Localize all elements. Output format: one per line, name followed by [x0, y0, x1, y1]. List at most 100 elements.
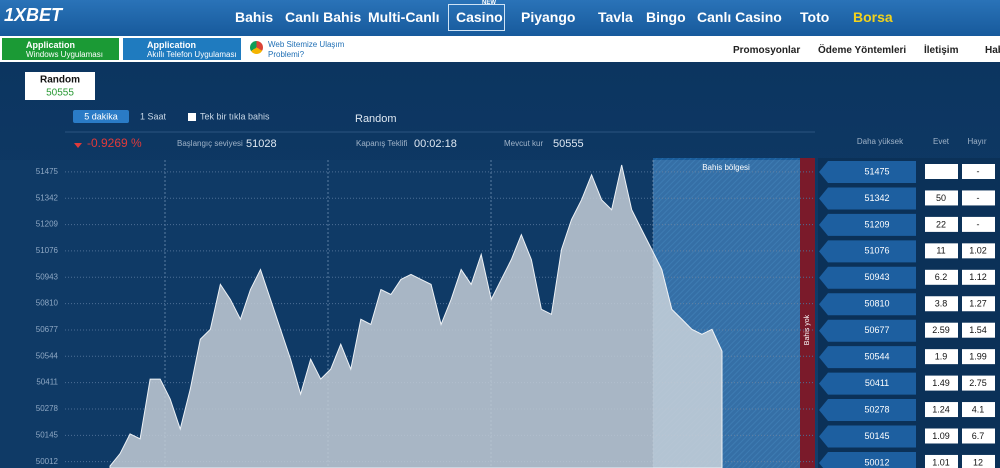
yes-odds[interactable]: 1.49 [932, 378, 950, 388]
table-header: Daha yüksek [857, 137, 904, 146]
y-tick-label: 51342 [36, 193, 59, 202]
no-cell [962, 216, 995, 232]
level-cell [819, 213, 916, 236]
nav-item[interactable]: Toto [800, 9, 830, 25]
yes-odds[interactable]: 3.8 [935, 299, 948, 309]
change: -0.9269 % [87, 136, 142, 150]
nav-item[interactable]: Bingo [646, 9, 686, 25]
level-cell [819, 425, 916, 448]
stat-label: Başlangıç seviyesi [177, 139, 243, 148]
price-area [109, 164, 723, 468]
no-cell [962, 243, 995, 259]
level: 51342 [864, 193, 889, 203]
no-odds[interactable]: - [977, 166, 980, 176]
no-odds[interactable]: - [977, 219, 980, 229]
no-odds[interactable]: 1.27 [969, 299, 987, 309]
no-cell [962, 164, 995, 179]
level: 51209 [864, 219, 889, 229]
y-tick-label: 51475 [36, 167, 59, 176]
yes-odds[interactable]: 22 [936, 219, 946, 229]
no-cell [962, 454, 995, 468]
level-cell [819, 240, 916, 263]
yes-odds[interactable]: 1.24 [932, 404, 950, 414]
no-odds[interactable]: 6.7 [972, 431, 985, 441]
y-tick-label: 50544 [36, 351, 59, 360]
bet-zone-overlay [653, 160, 800, 468]
level-cell [819, 346, 916, 369]
nav-item[interactable]: Canlı Casino [697, 9, 782, 25]
level-cell [819, 399, 916, 422]
no-cell [962, 322, 995, 338]
no-cell [962, 428, 995, 444]
yes-odds[interactable]: 11 [936, 246, 945, 256]
asset-tab[interactable] [25, 72, 95, 100]
level-cell [819, 319, 916, 342]
sub-bar: Application Windows Uygulaması Applicatio… [0, 36, 1000, 63]
no-cell [962, 349, 995, 365]
y-tick-label: 50810 [36, 299, 59, 308]
no-odds[interactable]: 12 [973, 457, 983, 467]
no-odds[interactable]: - [977, 193, 980, 203]
nav-item[interactable]: Tavla [598, 9, 633, 25]
level: 50411 [865, 378, 889, 388]
checkbox[interactable] [188, 113, 196, 121]
y-tick-label: 51209 [36, 220, 59, 229]
yes-cell [925, 402, 958, 418]
no-bet-label: Bahis yok [804, 314, 811, 345]
no-cell [962, 402, 995, 418]
nav-item[interactable]: Piyango [521, 9, 576, 25]
yes-cell [925, 349, 958, 365]
stat-label: Mevcut kur [504, 139, 543, 148]
y-tick-label: 51076 [36, 246, 59, 255]
app-title: Application [147, 40, 196, 50]
no-odds[interactable]: 2.75 [969, 378, 987, 388]
y-tick-label: 50677 [36, 325, 59, 334]
no-cell [962, 190, 995, 206]
app-button[interactable]: Application Windows Uygulaması [2, 38, 119, 60]
yes-odds[interactable]: 1.01 [932, 457, 950, 467]
period-button[interactable] [73, 110, 129, 123]
sub-link[interactable]: Ödeme Yöntemleri [818, 45, 907, 56]
sub-link[interactable]: Hab [985, 45, 1000, 56]
nav-item[interactable]: Canlı Bahis [285, 9, 362, 25]
yes-odds[interactable]: 1.9 [935, 352, 948, 362]
no-odds[interactable]: 4.1 [972, 404, 985, 414]
logo[interactable]: 1XBET [4, 5, 63, 25]
sub-link[interactable]: Promosyonlar [733, 45, 801, 56]
zone-label: Bahis bölgesi [702, 163, 750, 172]
y-tick-label: 50278 [36, 404, 59, 413]
nav-item[interactable]: Borsa [853, 9, 893, 25]
level: 50012 [864, 457, 889, 467]
sub-link[interactable]: İletişim [924, 45, 959, 56]
y-tick-label: 50411 [36, 378, 58, 387]
table-header: Hayır [967, 137, 986, 146]
yes-odds[interactable]: 6.2 [935, 272, 948, 282]
stat-label: Kapanış Teklifi [356, 139, 408, 148]
nav-item[interactable]: Casino [456, 9, 503, 25]
new-badge: NEW [482, 0, 496, 6]
level-cell [819, 187, 916, 210]
no-odds[interactable]: 1.54 [969, 325, 987, 335]
no-cell [962, 296, 995, 312]
yes-odds[interactable]: 50 [936, 193, 946, 203]
y-tick-label: 50145 [36, 430, 59, 439]
yes-cell [925, 243, 958, 259]
nav-item[interactable]: Bahis [235, 9, 274, 25]
y-tick-label: 50012 [36, 457, 59, 466]
level-cell [819, 451, 916, 468]
yes-cell [925, 216, 958, 232]
no-cell [962, 375, 995, 391]
yes-odds[interactable]: 2.59 [932, 325, 950, 335]
help-link[interactable]: Web Sitemize Ulaşım Problemi? [268, 40, 345, 59]
no-odds[interactable]: 1.12 [969, 272, 987, 282]
no-odds[interactable]: 1.99 [969, 352, 987, 362]
nav-item[interactable]: Multi-Canlı [368, 9, 440, 25]
period: 1 Saat [140, 111, 167, 121]
app-button[interactable]: Application Akıllı Telefon Uygulaması [123, 38, 241, 60]
yes-odds[interactable]: 1.09 [932, 431, 950, 441]
no-odds[interactable]: 1.02 [969, 246, 987, 256]
nav-bar: 1XBET NEW Bahis Canlı Bahis Multi-Canlı Cas… [0, 0, 1000, 36]
asset-value: 50555 [46, 88, 74, 99]
yes-cell [925, 269, 958, 285]
